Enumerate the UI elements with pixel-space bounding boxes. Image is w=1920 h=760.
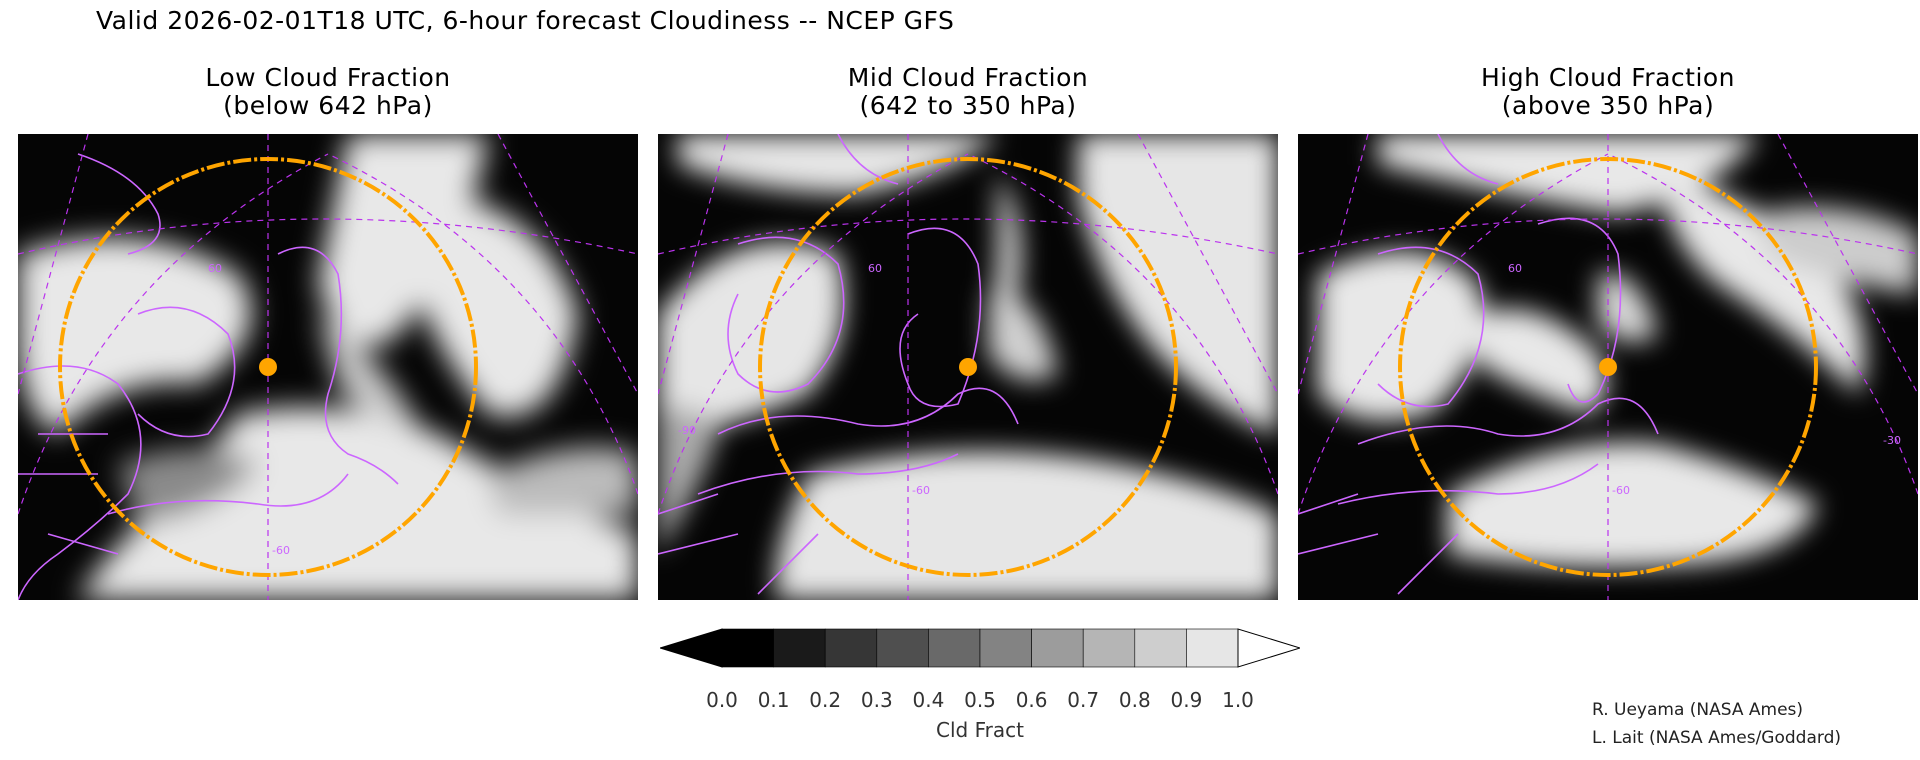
colorbar-tick-label: 0.4 — [912, 688, 945, 712]
map-panel-mid: 60 -60 -90 — [658, 134, 1278, 600]
colorbar-under-arrow — [660, 628, 723, 668]
panel-title-high-line1: High Cloud Fraction — [1480, 63, 1736, 92]
colorbar-tick-label: 0.2 — [809, 688, 842, 712]
map-panel-high: 60 -60 -30 — [1298, 134, 1918, 600]
colorbar-cell — [876, 628, 929, 668]
panel-title-low-line1: Low Cloud Fraction — [205, 63, 451, 92]
colorbar-tick-label: 1.0 — [1222, 688, 1254, 712]
panel-title-low-line2: (below 642 hPa) — [223, 91, 433, 120]
lon-label-high-right: -30 — [1883, 434, 1901, 447]
colorbar-cell — [928, 628, 981, 668]
colorbar-label: Cld Fract — [936, 718, 1024, 742]
panel-title-mid-line1: Mid Cloud Fraction — [847, 63, 1089, 92]
colorbar-tick-label: 0.0 — [706, 688, 738, 712]
colorbar-cell — [773, 628, 826, 668]
colorbar-tick-label: 0.5 — [964, 688, 996, 712]
credit-line-1: R. Ueyama (NASA Ames) — [1592, 700, 1804, 720]
colorbar-cell — [721, 628, 774, 668]
colorbar-tick-label: 0.6 — [1015, 688, 1048, 712]
map-high: 60 -60 -30 — [1298, 134, 1918, 600]
lon-label-mid-left: -90 — [678, 424, 696, 437]
lat-label-mid: 60 — [868, 262, 882, 275]
colorbar-tick-label: 0.3 — [860, 688, 893, 712]
colorbar — [660, 628, 1300, 668]
colorbar-cell — [1082, 628, 1136, 668]
colorbar-over-arrow — [1237, 628, 1300, 668]
map-panel-low: 60 -60 — [18, 134, 638, 600]
colorbar-tick-label: 0.9 — [1170, 688, 1203, 712]
colorbar-cell — [1186, 628, 1239, 668]
panel-title-high-line2: (above 350 hPa) — [1501, 91, 1715, 120]
colorbar-cell — [824, 628, 878, 668]
colorbar-cell — [979, 628, 1032, 668]
colorbar-tick-label: 0.1 — [757, 688, 790, 712]
main-title: Valid 2026-02-01T18 UTC, 6-hour forecast… — [96, 6, 955, 35]
panel-title-high: High Cloud Fraction (above 350 hPa) — [1298, 64, 1918, 120]
map-mid: 60 -60 -90 — [658, 134, 1278, 600]
lon-label-mid: -60 — [912, 484, 930, 497]
colorbar-cell — [1134, 628, 1187, 668]
colorbar-cell — [1031, 628, 1084, 668]
map-low: 60 -60 — [18, 134, 638, 600]
colorbar-tick-label: 0.7 — [1067, 688, 1100, 712]
panel-title-low: Low Cloud Fraction (below 642 hPa) — [18, 64, 638, 120]
credit-line-2: L. Lait (NASA Ames/Goddard) — [1592, 728, 1841, 748]
lat-label-low: 60 — [208, 262, 222, 275]
colorbar-tick-label: 0.8 — [1118, 688, 1151, 712]
lon-label-low: -60 — [272, 544, 290, 557]
panel-title-mid: Mid Cloud Fraction (642 to 350 hPa) — [658, 64, 1278, 120]
lon-label-high: -60 — [1612, 484, 1630, 497]
colorbar-cells — [721, 628, 1239, 668]
lat-label-high: 60 — [1508, 262, 1522, 275]
panel-title-mid-line2: (642 to 350 hPa) — [859, 91, 1077, 120]
